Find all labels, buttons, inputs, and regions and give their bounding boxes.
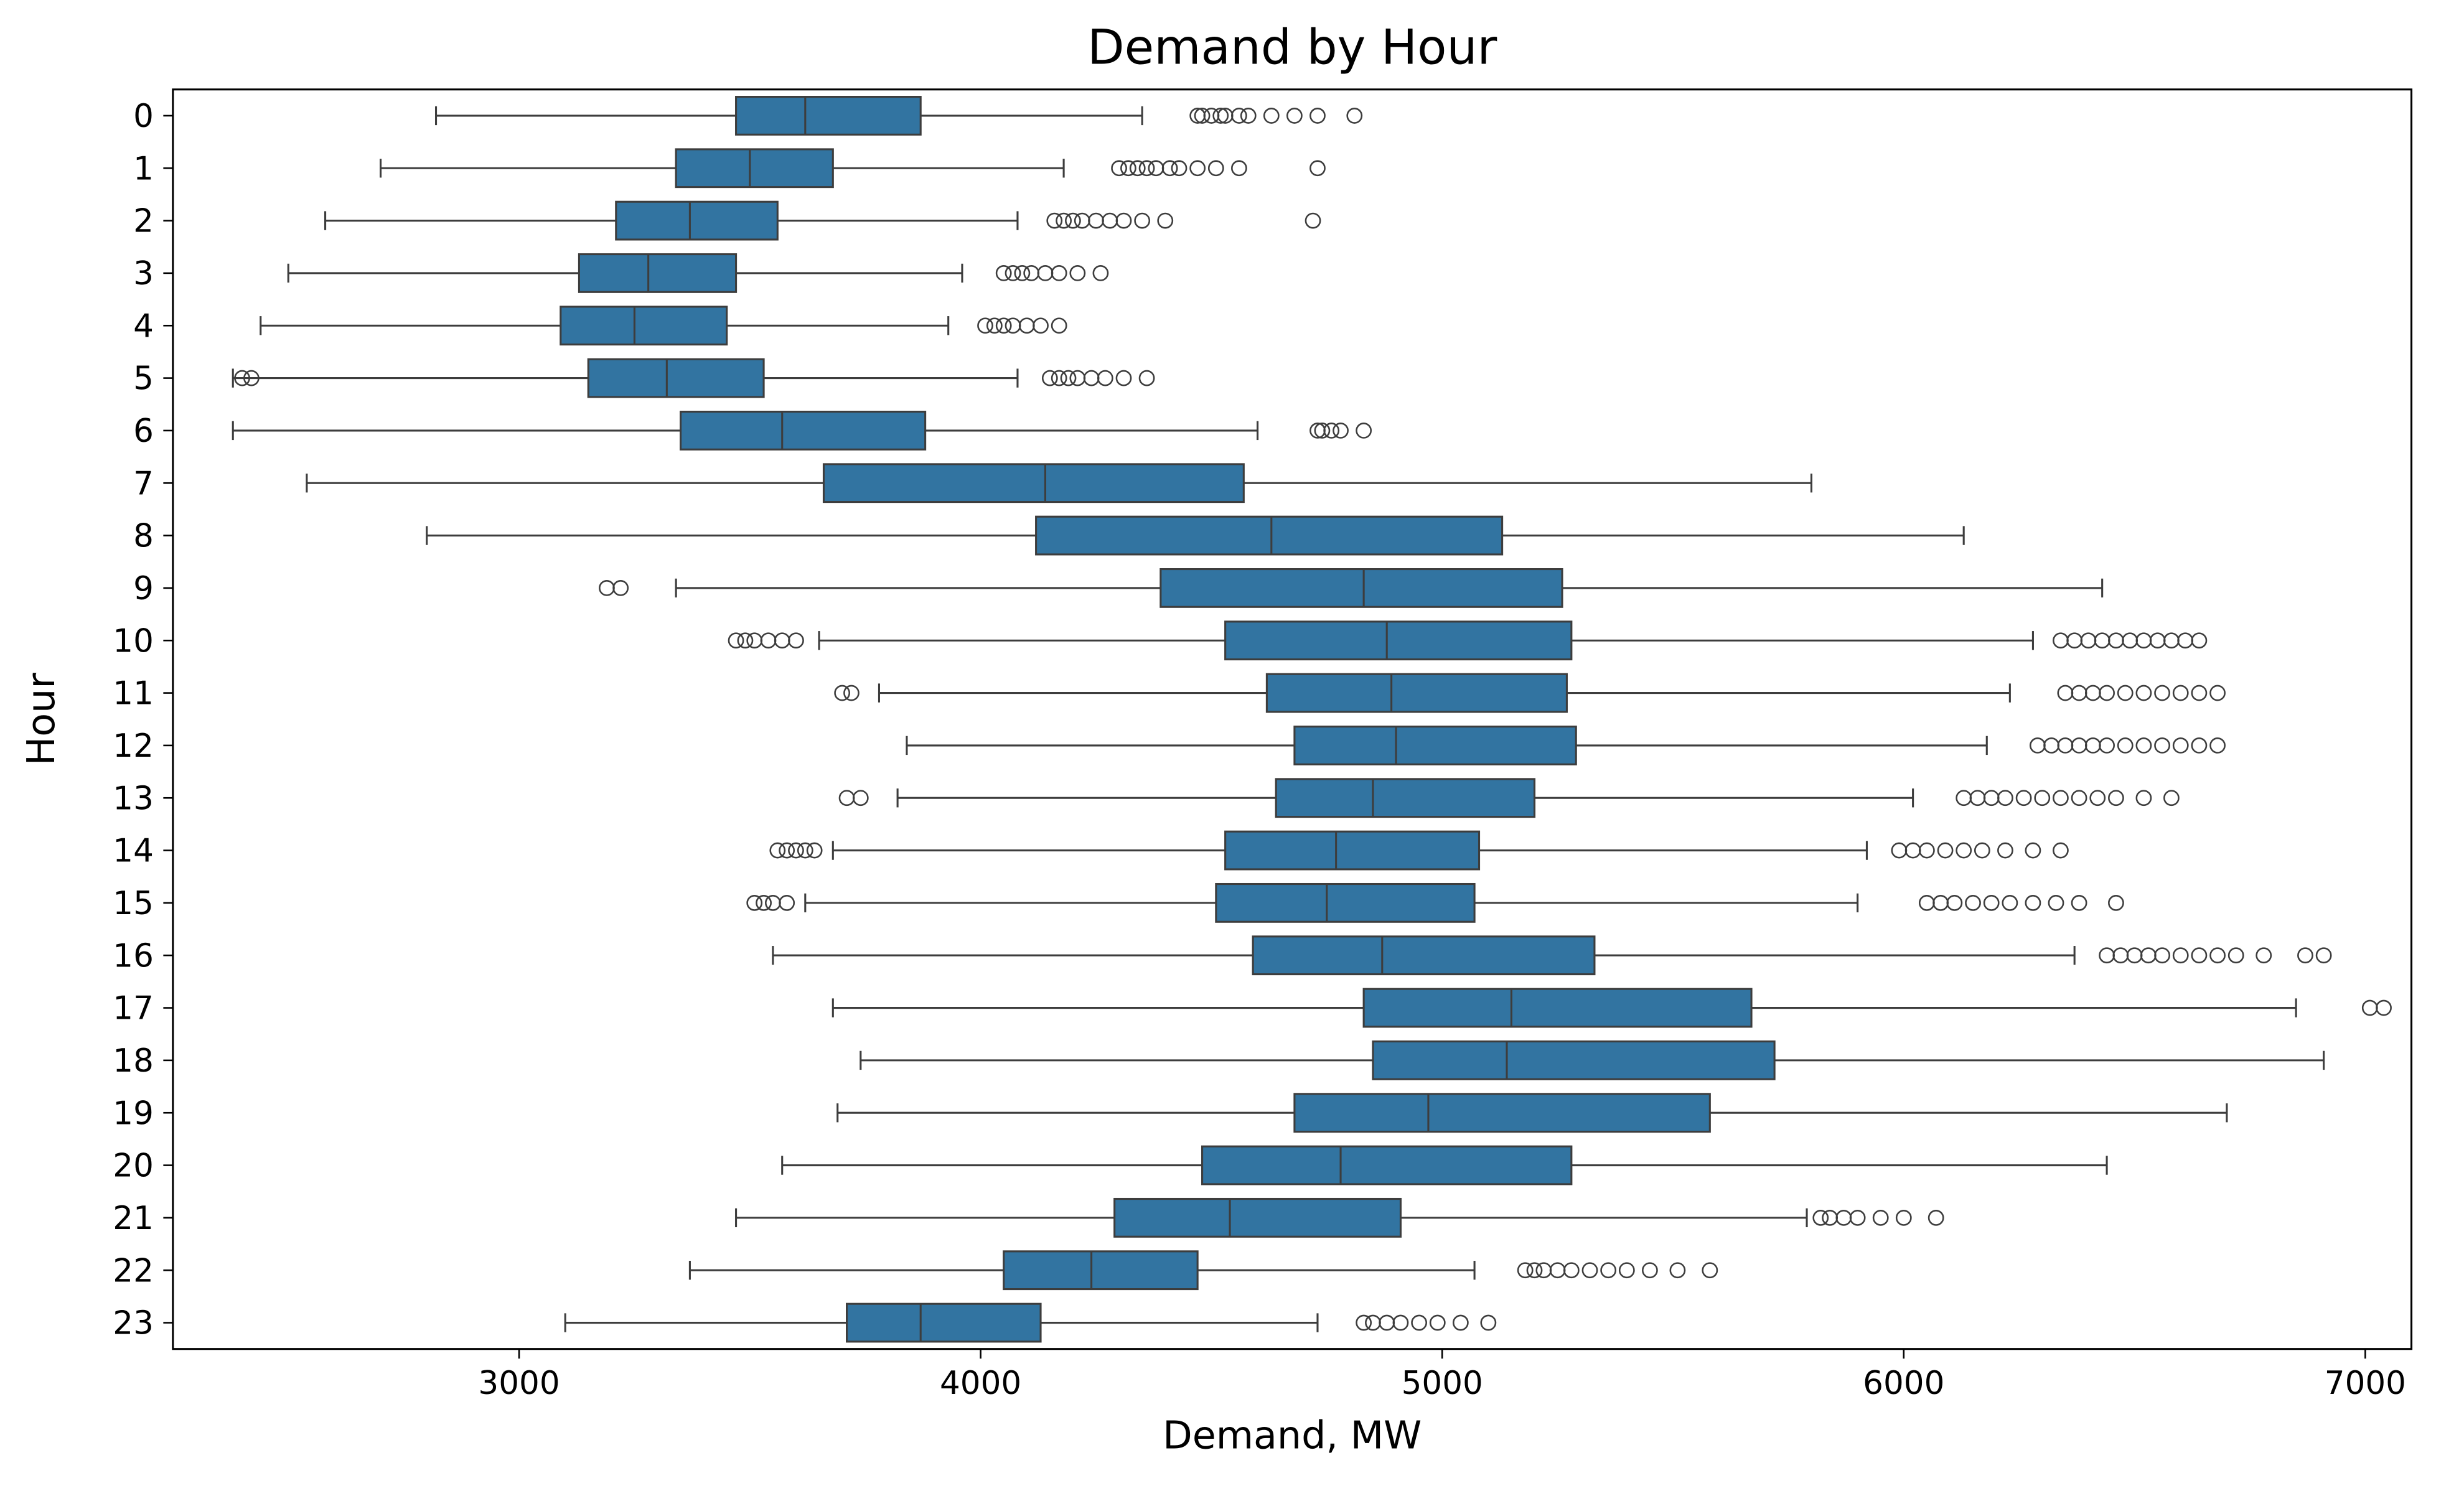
box <box>579 255 736 292</box>
box <box>1036 517 1502 554</box>
box <box>561 307 727 345</box>
x-tick-label: 7000 <box>2325 1365 2406 1402</box>
x-tick-label: 6000 <box>1863 1365 1944 1402</box>
x-tick-label: 3000 <box>478 1365 560 1402</box>
box <box>1295 727 1576 765</box>
y-tick-label: 13 <box>113 780 154 817</box>
box <box>1373 1042 1774 1080</box>
y-tick-label: 12 <box>113 727 154 765</box>
y-tick-label: 20 <box>113 1148 154 1185</box>
y-tick-label: 18 <box>113 1042 154 1080</box>
y-tick-label: 23 <box>113 1305 154 1342</box>
box <box>1216 884 1474 922</box>
box <box>1225 831 1479 869</box>
box <box>736 97 921 135</box>
box <box>681 412 925 450</box>
y-tick-label: 10 <box>113 622 154 660</box>
y-tick-label: 9 <box>133 570 154 607</box>
y-tick-label: 11 <box>113 675 154 713</box>
y-tick-label: 19 <box>113 1095 154 1132</box>
box <box>1364 989 1751 1027</box>
box <box>847 1304 1041 1342</box>
box <box>823 464 1244 502</box>
y-axis-label: Hour <box>19 673 63 766</box>
box <box>616 202 778 240</box>
y-tick-label: 17 <box>113 990 154 1027</box>
box <box>1253 937 1595 975</box>
y-tick-label: 4 <box>133 307 154 345</box>
y-tick-label: 15 <box>113 885 154 922</box>
box <box>1295 1094 1710 1132</box>
x-tick-label: 5000 <box>1402 1365 1483 1402</box>
y-tick-label: 2 <box>133 203 154 240</box>
chart-title: Demand by Hour <box>1087 20 1497 76</box>
y-tick-label: 6 <box>133 413 154 450</box>
box <box>588 359 764 397</box>
boxplot-chart: Demand by Hour 3000 4000 5000 6000 7000 Demand… <box>12 12 2452 1489</box>
box <box>1004 1251 1197 1289</box>
y-tick-label: 22 <box>113 1252 154 1289</box>
y-tick-label: 16 <box>113 937 154 975</box>
y-tick-label: 3 <box>133 255 154 292</box>
box <box>1276 779 1534 817</box>
box <box>1161 569 1562 607</box>
y-tick-label: 8 <box>133 518 154 555</box>
box <box>1267 674 1567 712</box>
box <box>1202 1146 1572 1184</box>
y-tick-label: 1 <box>133 150 154 187</box>
x-axis-label: Demand, MW <box>1163 1413 1422 1458</box>
y-tick-label: 0 <box>133 98 154 135</box>
box <box>676 149 833 187</box>
x-tick-label: 4000 <box>940 1365 1021 1402</box>
y-tick-label: 21 <box>113 1200 154 1237</box>
box <box>1225 622 1572 660</box>
y-tick-label: 7 <box>133 465 154 502</box>
y-tick-label: 14 <box>113 833 154 870</box>
box <box>1115 1199 1401 1237</box>
chart-bg <box>12 12 2452 1489</box>
y-tick-label: 5 <box>133 360 154 398</box>
